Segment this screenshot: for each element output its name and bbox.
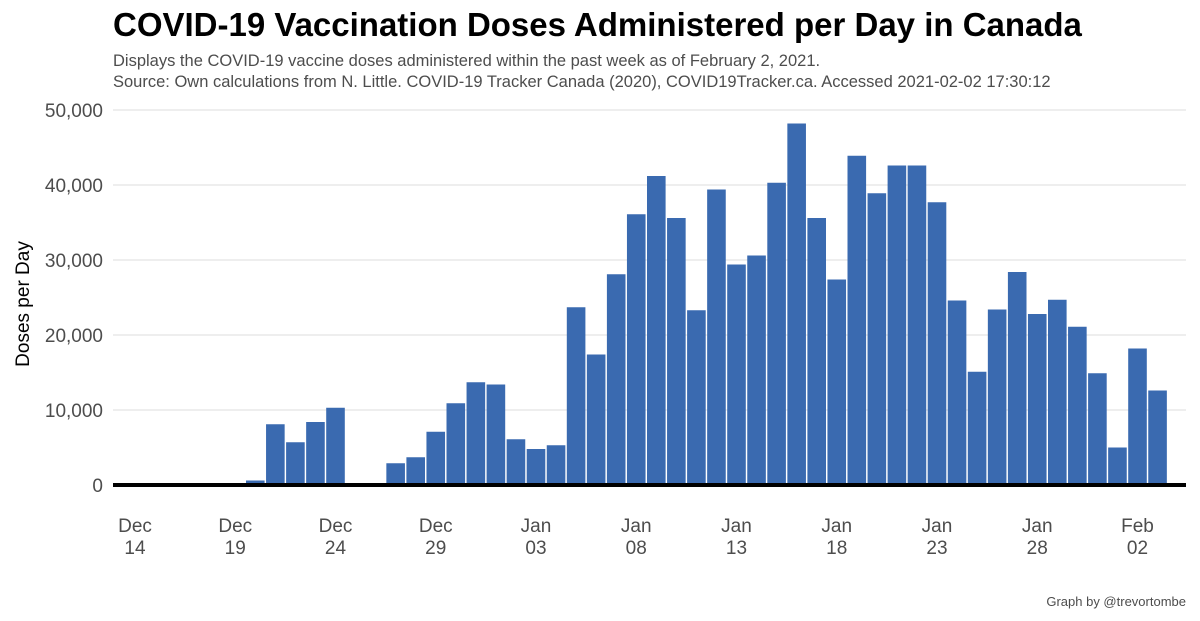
x-tick-label: Feb (1121, 516, 1154, 537)
bar (1048, 299, 1067, 485)
x-tick-label: Jan (821, 516, 852, 537)
bar (1068, 326, 1087, 485)
bar (426, 431, 446, 485)
bar (526, 449, 546, 485)
bar (246, 480, 265, 485)
bar (787, 123, 806, 485)
x-tick-label: 13 (726, 538, 747, 559)
bar (406, 457, 425, 485)
y-tick-label: 20,000 (45, 326, 103, 347)
bar (827, 279, 847, 485)
bar (466, 382, 486, 485)
y-tick-label: 40,000 (45, 176, 103, 197)
y-tick-label: 30,000 (45, 251, 103, 272)
bar (907, 165, 927, 485)
bar (807, 218, 826, 485)
bar (626, 214, 646, 485)
x-tick-label: 08 (626, 538, 647, 559)
y-axis-label: Doses per Day (13, 241, 34, 367)
x-tick-label: 24 (325, 538, 347, 559)
bar (647, 176, 666, 485)
x-tick-label: Dec (419, 516, 453, 537)
chart-source: Source: Own calculations from N. Little.… (113, 73, 1051, 91)
bar (687, 310, 706, 485)
bar (867, 193, 887, 485)
bar (747, 255, 766, 485)
bar (927, 202, 947, 485)
x-tick-label: Dec (319, 516, 353, 537)
bar (586, 354, 606, 485)
bar (1108, 447, 1127, 485)
bar (1027, 314, 1047, 485)
y-tick-label: 50,000 (45, 101, 103, 122)
x-tick-label: Jan (922, 516, 953, 537)
bar (947, 300, 967, 485)
bar (506, 439, 526, 485)
x-tick-label: 23 (926, 538, 947, 559)
x-tick-label: 29 (425, 538, 446, 559)
x-tick-label: 19 (225, 538, 246, 559)
x-tick-label: Jan (721, 516, 752, 537)
x-tick-label: Jan (1022, 516, 1053, 537)
bar (667, 218, 686, 485)
x-tick-label: 02 (1127, 538, 1148, 559)
x-tick-label: 03 (525, 538, 546, 559)
x-tick-label: Dec (218, 516, 252, 537)
bar (1148, 390, 1167, 485)
y-axis-ticks: 0 10,000 20,000 30,000 40,000 50,000 (45, 101, 103, 497)
bar (1128, 348, 1147, 485)
bar (1007, 272, 1027, 485)
x-axis-ticks: Dec14Dec19Dec24Dec29Jan03Jan08Jan13Jan18… (118, 516, 1154, 559)
bar (386, 463, 405, 485)
bar (606, 274, 626, 485)
bar (326, 407, 345, 485)
chart-subtitle: Displays the COVID-19 vaccine doses admi… (113, 52, 821, 70)
x-tick-label: 18 (826, 538, 847, 559)
bar (767, 182, 786, 485)
bar (266, 424, 285, 485)
bar (566, 307, 586, 485)
bars (246, 123, 1167, 485)
y-tick-label: 0 (92, 476, 103, 497)
bar (967, 371, 987, 485)
chart-title: COVID-19 Vaccination Doses Administered … (113, 6, 1082, 43)
bar (987, 309, 1007, 485)
bar (727, 264, 746, 485)
x-tick-label: 14 (124, 538, 146, 559)
bar (446, 403, 466, 485)
bar (286, 442, 305, 485)
bar (847, 155, 867, 485)
y-tick-label: 10,000 (45, 401, 103, 422)
bar (1088, 373, 1107, 485)
graph-credit: Graph by @trevortombe (1046, 594, 1186, 609)
x-tick-label: Jan (621, 516, 652, 537)
x-tick-label: 28 (1027, 538, 1048, 559)
bar (887, 165, 907, 485)
x-tick-label: Jan (521, 516, 552, 537)
bar (707, 189, 726, 485)
bar (486, 384, 506, 485)
x-tick-label: Dec (118, 516, 152, 537)
bar (306, 422, 325, 485)
bar (546, 445, 566, 485)
